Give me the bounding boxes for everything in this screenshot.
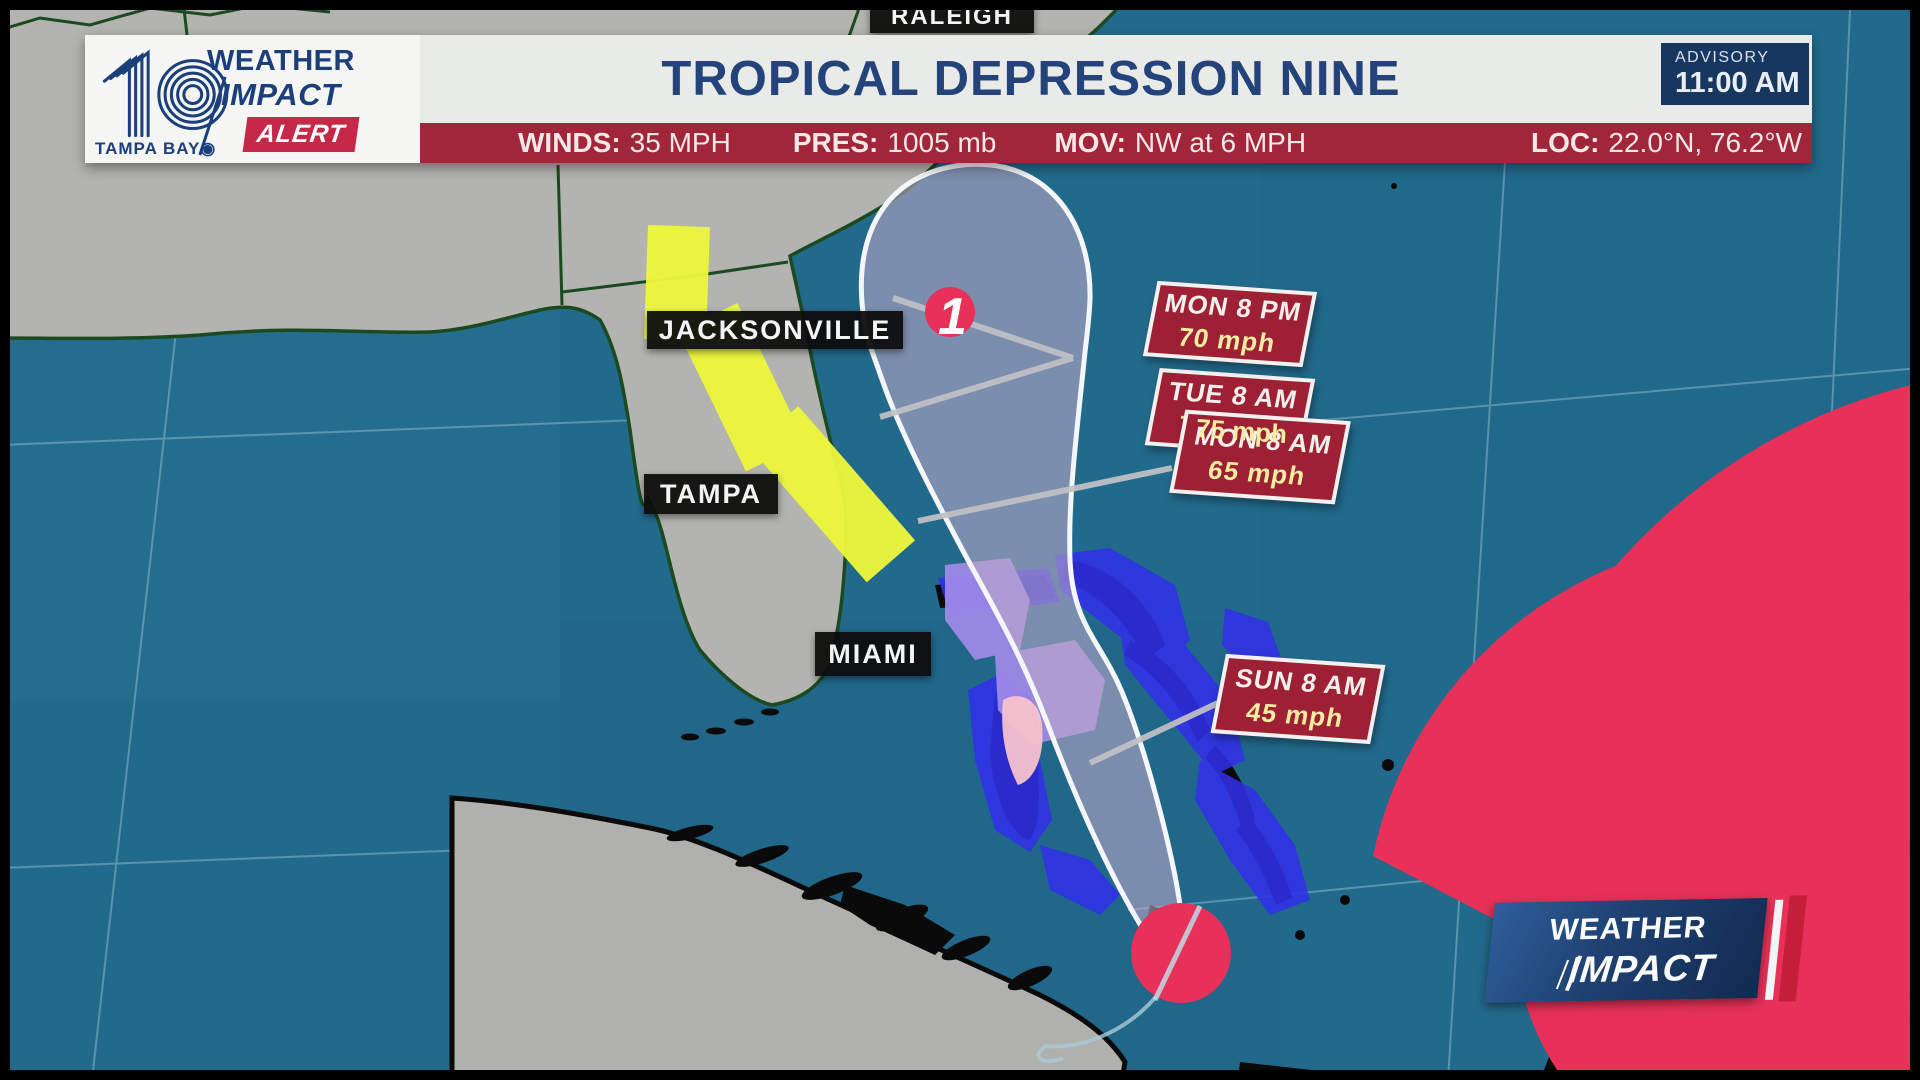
cuba-landmass (449, 795, 1128, 1080)
weather-impact-watermark: WEATHER IMPACT (1484, 893, 1814, 1009)
stat-label: MOV: (1054, 127, 1126, 158)
stat-label: WINDS: (518, 127, 621, 158)
station-10-logo-icon (102, 49, 229, 138)
stat-value: 35 MPH (629, 127, 731, 158)
watermark-impact-label: IMPACT (1566, 946, 1717, 991)
letterbox-top (0, 0, 1920, 10)
past-track-line (1036, 983, 1167, 1064)
advisory-box: ADVISORY 11:00 AM (1661, 43, 1809, 105)
stat-movement: MOV: NW at 6 MPH (1054, 127, 1306, 159)
station-market-label: TAMPA BAY◉ (95, 139, 216, 159)
forecast-wind: 65 mph (1205, 454, 1309, 492)
letterbox-right (1910, 0, 1920, 1080)
forecast-wind: 45 mph (1243, 696, 1347, 734)
watermark-panel: WEATHER IMPACT (1484, 898, 1768, 1003)
stat-value: 1005 mb (887, 127, 997, 158)
forecast-label-sun-8am: SUN 8 AM 45 mph (1210, 653, 1386, 745)
letterbox-bottom (0, 1070, 1920, 1080)
storm-title: TROPICAL DEPRESSION NINE (661, 52, 1401, 106)
florida-keys (681, 708, 779, 741)
letterbox-left (0, 0, 10, 1080)
forecast-wind: 70 mph (1175, 321, 1279, 359)
brand-impact-label: IMPACT (221, 77, 341, 112)
current-position-icon (1131, 903, 1231, 1003)
category-number: 1 (938, 288, 967, 346)
top-banner: TAMPA BAY◉ WEATHER IMPACT ALERT TROPICAL… (85, 35, 1812, 163)
storm-stats-bar: WINDS: 35 MPH PRES: 1005 mb MOV: NW at 6… (420, 123, 1812, 163)
cuba-north-cays (666, 824, 1053, 991)
pink-zone (1002, 696, 1043, 785)
station-logo-block: TAMPA BAY◉ WEATHER IMPACT ALERT (85, 35, 420, 163)
city-label-miami: MIAMI (815, 632, 931, 676)
city-label-tampa: TAMPA (644, 474, 778, 514)
stat-winds: WINDS: 35 MPH (518, 127, 731, 159)
title-area: TROPICAL DEPRESSION NINE ADVISORY 11:00 … (420, 35, 1812, 123)
stat-label: PRES: (792, 127, 879, 158)
hurricane-category1-icon: 1 (925, 287, 1920, 1080)
alert-badge: ALERT (242, 117, 360, 152)
stat-pressure: PRES: 1005 mb (793, 127, 997, 159)
stat-location: LOC: 22.0°N, 76.2°W (1531, 127, 1802, 159)
stat-value: NW at 6 MPH (1134, 127, 1307, 158)
track-pointer-lines (879, 295, 1220, 766)
market-name: TAMPA BAY (95, 139, 201, 158)
city-label-jacksonville: JACKSONVILLE (647, 311, 903, 349)
stat-label: LOC: (1530, 127, 1600, 158)
advisory-label: ADVISORY (1675, 48, 1770, 66)
watermark-red-stripe (1778, 895, 1807, 1002)
forecast-wind-overlap: 75 mph (1195, 412, 1289, 450)
forecast-label-mon-8pm: MON 8 PM 70 mph (1142, 280, 1318, 368)
advisory-time: 11:00 AM (1675, 66, 1800, 99)
tropical-storm-warning-blue (938, 548, 1310, 915)
stat-value: 22.0°N, 76.2°W (1608, 127, 1802, 158)
watermark-weather-label: WEATHER (1547, 911, 1709, 947)
brand-weather-label: WEATHER (207, 45, 355, 77)
